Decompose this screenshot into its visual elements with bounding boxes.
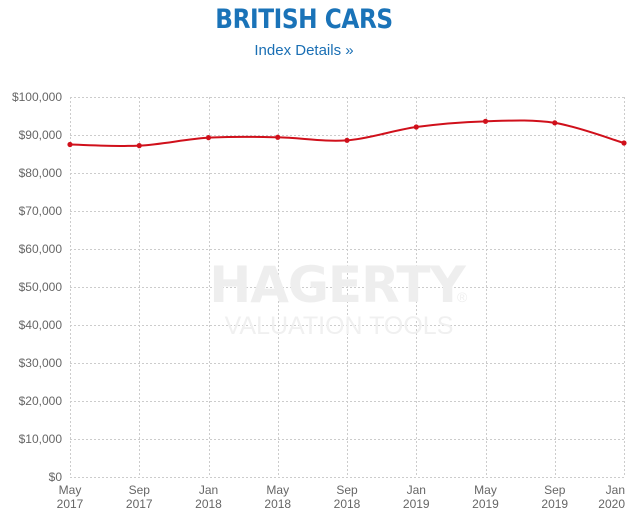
y-tick-label: $80,000	[19, 166, 63, 180]
hagerty-watermark: HAGERTY ® VALUATION TOOLS	[209, 256, 468, 340]
data-point	[205, 135, 212, 141]
data-point	[136, 143, 142, 149]
watermark-registered-mark: ®	[457, 289, 468, 305]
y-tick-label: $60,000	[19, 242, 63, 256]
data-point	[552, 120, 558, 126]
x-tick-label: Sep 2019	[541, 483, 568, 511]
y-tick-label: $90,000	[19, 128, 63, 142]
x-tick-label: Sep 2017	[126, 483, 153, 511]
data-point	[621, 140, 627, 146]
x-tick-label: May 2017	[57, 483, 84, 511]
index-details-link[interactable]: Index Details »	[254, 42, 354, 59]
x-tick-label: May 2018	[264, 483, 291, 511]
y-tick-label: $100,000	[12, 90, 62, 104]
y-axis-ticks: $0 $10,000 $20,000 $30,000 $40,000 $50,000 $60…	[12, 90, 62, 484]
data-point	[67, 141, 73, 148]
data-point	[344, 137, 350, 143]
y-tick-label: $0	[49, 470, 63, 484]
y-tick-label: $30,000	[19, 356, 63, 370]
y-tick-label: $10,000	[19, 432, 63, 446]
data-point	[482, 118, 489, 124]
series-layer	[67, 118, 627, 149]
x-tick-label: Jan 2020	[598, 483, 625, 511]
x-tick-label: May 2019	[472, 483, 499, 511]
x-tick-label: Jan 2018	[195, 483, 222, 511]
x-tick-label: Sep 2018	[334, 483, 361, 511]
data-point	[413, 124, 419, 130]
y-tick-label: $50,000	[19, 280, 63, 294]
watermark-tagline: VALUATION TOOLS	[225, 312, 454, 340]
y-tick-label: $40,000	[19, 318, 63, 332]
data-point	[275, 134, 281, 140]
x-tick-label: Jan 2019	[403, 483, 430, 511]
chart-title: BRITISH CARS	[215, 4, 393, 35]
y-tick-label: $70,000	[19, 204, 63, 218]
watermark-brand: HAGERTY	[209, 256, 466, 314]
x-axis-ticks: May 2017 Sep 2017 Jan 2018 May 2018 Sep 2018 Jan 20…	[57, 483, 626, 511]
y-tick-label: $20,000	[19, 394, 63, 408]
gridlines	[70, 97, 625, 478]
